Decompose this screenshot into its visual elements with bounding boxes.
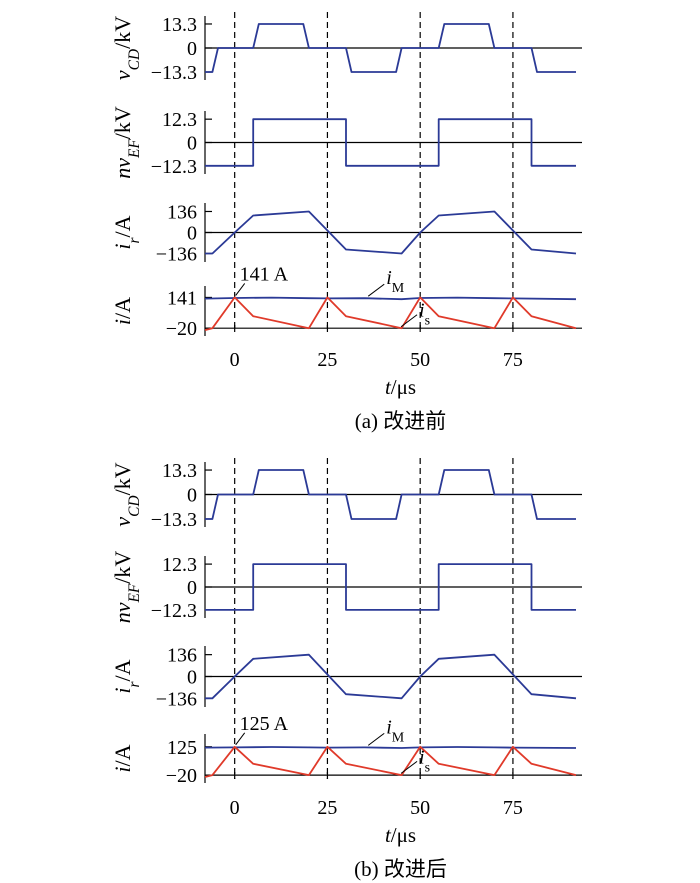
series-line-ir-0 <box>205 210 577 255</box>
chart-caption: (b) 改进后 <box>354 857 447 881</box>
leader-line <box>400 760 418 774</box>
y-tick-label: −136 <box>156 688 197 710</box>
series-line-i-1 <box>204 745 577 778</box>
annotation-leader <box>235 732 246 746</box>
y-axis-label: i/A <box>110 744 135 772</box>
x-tick-label: 25 <box>317 797 337 819</box>
y-axis-label: nvEF/kV <box>110 551 143 624</box>
y-axis-label: vCD/kV <box>110 462 143 526</box>
y-axis-label: vCD/kV <box>110 16 143 80</box>
y-tick-label: 0 <box>187 667 197 689</box>
x-tick-label: 0 <box>230 349 240 371</box>
y-tick-label: 13.3 <box>162 460 197 482</box>
peak-annotation: 141 A <box>240 263 289 285</box>
panel-nvef: 12.30−12.3 nvEF/kV <box>110 106 582 179</box>
series-line-vcd-0 <box>205 469 576 520</box>
y-tick-label: 0 <box>187 38 197 60</box>
y-tick-label: −13.3 <box>151 62 197 84</box>
y-tick-label: 0 <box>187 485 197 507</box>
y-tick-label: 12.3 <box>162 109 197 131</box>
x-tick-label: 0 <box>230 797 240 819</box>
series-label-iM: iM <box>386 716 405 745</box>
y-axis-label: nvEF/kV <box>110 106 143 179</box>
series-label-is: is <box>419 300 430 329</box>
x-tick-label: 75 <box>503 797 523 819</box>
y-tick-label: −136 <box>156 244 197 266</box>
peak-annotation: 125 A <box>240 713 289 735</box>
panel-nvef: 12.30−12.3 nvEF/kV <box>110 551 582 624</box>
x-tick-label: 50 <box>410 797 430 819</box>
series-line-i-0 <box>204 746 577 749</box>
y-tick-label: 13.3 <box>162 14 197 36</box>
leader-line <box>400 314 418 328</box>
series-label-is: is <box>419 746 430 775</box>
y-tick-label: 141 <box>167 287 197 309</box>
x-tick-label: 50 <box>410 349 430 371</box>
x-axis-label: t/μs <box>385 375 416 399</box>
y-tick-label: −20 <box>166 765 197 787</box>
series-line-i-0 <box>204 296 577 301</box>
annotation-leader <box>235 283 246 296</box>
y-tick-label: 0 <box>187 577 197 599</box>
y-tick-label: 125 <box>167 737 197 759</box>
y-tick-label: −12.3 <box>151 600 197 622</box>
panel-vcd: 13.3 0−13.3 vCD/kV <box>110 460 582 531</box>
y-axis-label: i/A <box>110 297 135 325</box>
y-tick-label: −20 <box>166 318 197 340</box>
y-tick-label: 12.3 <box>162 554 197 576</box>
y-tick-label: 0 <box>187 223 197 245</box>
chart-0: 13.30−13.3vCD/kV12.30−12.3nvEF/kV1360−13… <box>110 12 582 433</box>
series-line-vcd-0 <box>205 23 576 73</box>
chart-caption: (a) 改进前 <box>355 409 447 433</box>
leader-line <box>367 283 385 297</box>
x-axis-label: t/μs <box>385 823 416 847</box>
y-tick-label: −12.3 <box>151 156 197 178</box>
series-line-nvef-0 <box>205 563 576 611</box>
x-tick-label: 75 <box>503 349 523 371</box>
y-axis-label: ir/A <box>110 215 143 249</box>
y-axis-label: ir/A <box>110 659 143 693</box>
y-tick-label: 0 <box>187 133 197 155</box>
series-line-nvef-0 <box>205 118 576 167</box>
y-tick-label: 136 <box>167 201 197 223</box>
panel-i: 141 −20 i/A iM is 141 A <box>110 263 582 340</box>
series-line-ir-0 <box>205 653 577 700</box>
leader-line <box>367 732 385 746</box>
y-tick-label: −13.3 <box>151 509 197 531</box>
y-tick-label: 136 <box>167 645 197 667</box>
series-label-iM: iM <box>386 267 405 296</box>
panel-i: 125 −20 i/A iM is 125 A <box>110 713 582 787</box>
panel-vcd: 13.30−13.3 vCD/kV <box>110 14 582 84</box>
chart-1: 13.30−13.3vCD/kV12.30−12.3nvEF/kV1360−13… <box>110 458 582 881</box>
x-tick-label: 25 <box>317 349 337 371</box>
series-line-i-1 <box>204 296 577 331</box>
